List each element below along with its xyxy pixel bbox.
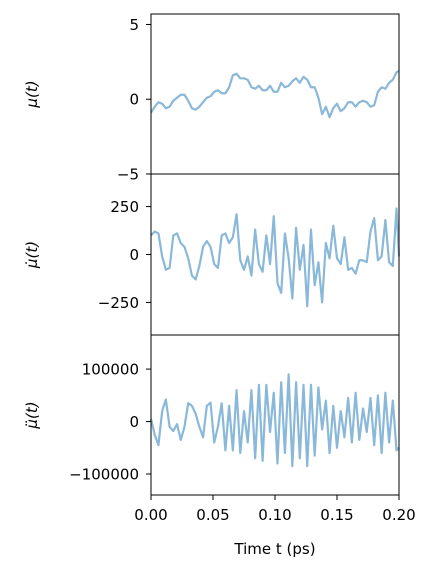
x-tick-label: 0.00 bbox=[134, 506, 167, 524]
y-tick-label-mudot: −250 bbox=[98, 294, 139, 312]
x-tick-label: 0.10 bbox=[258, 506, 291, 524]
x-tick-label: 0.20 bbox=[382, 506, 415, 524]
y-tick-label-mudot: 0 bbox=[129, 246, 139, 264]
x-tick-label: 0.05 bbox=[196, 506, 229, 524]
x-axis-label: Time t (ps) bbox=[233, 540, 315, 558]
axes-frame-mu bbox=[150, 13, 400, 175]
y-tick-label-mu: 5 bbox=[129, 16, 139, 34]
y-tick-label-muddot: 0 bbox=[129, 413, 139, 431]
series-line-mu-0 bbox=[150, 69, 400, 119]
y-axis-label-mudot: μ̇(t) bbox=[23, 241, 41, 269]
y-tick-label-mu: 0 bbox=[129, 91, 139, 109]
y-tick-label-mudot: 250 bbox=[110, 198, 139, 216]
y-tick-label-mu: −5 bbox=[117, 166, 139, 184]
series-line-mudot-0 bbox=[150, 207, 401, 308]
y-tick-label-muddot: 100000 bbox=[82, 361, 139, 379]
series-line-muddot-0 bbox=[149, 373, 400, 468]
y-axis-label-muddot: μ̈(t) bbox=[23, 401, 41, 429]
y-axis-label-mu: μ(t) bbox=[23, 80, 41, 108]
y-tick-label-muddot: −100000 bbox=[69, 466, 139, 484]
x-tick-label: 0.15 bbox=[320, 506, 353, 524]
